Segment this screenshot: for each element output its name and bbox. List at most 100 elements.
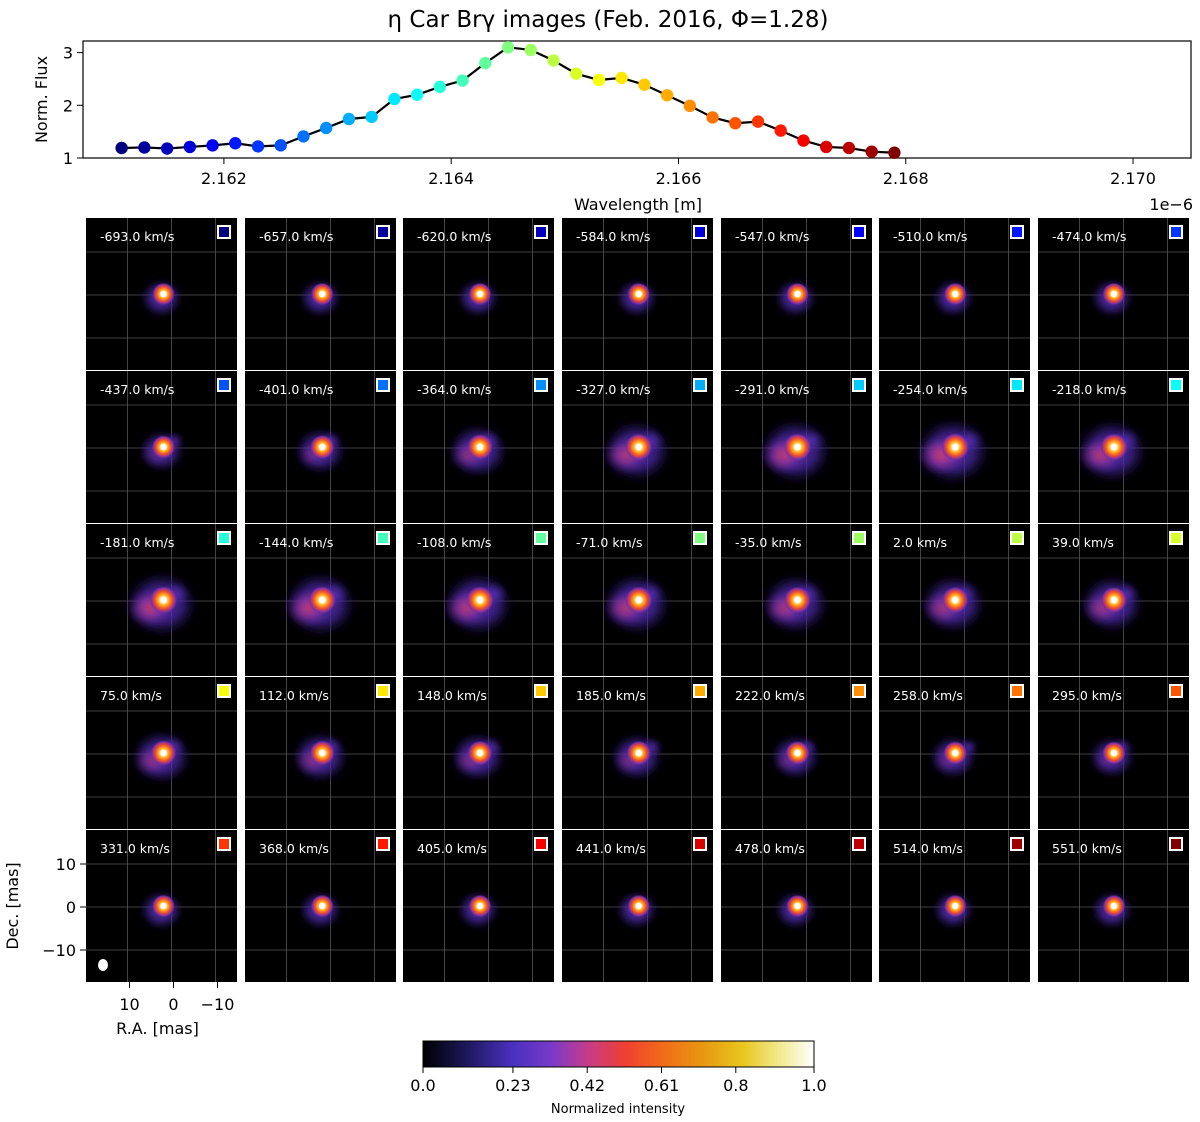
source-peak [1110,596,1118,604]
colorbar-label: Normalized intensity [551,1102,686,1117]
flux-point [274,139,287,152]
x-tick-label: 2.166 [656,169,702,188]
velocity-label: 2.0 km/s [893,535,947,550]
velocity-label: -71.0 km/s [576,535,642,550]
color-key-square [1010,225,1024,239]
y-tick-label: 2 [63,96,73,115]
flux-point [638,78,651,91]
color-key-square [1010,684,1024,698]
colorbar-tick-label: 0.23 [495,1076,531,1095]
source-peak [635,290,642,298]
velocity-label: 405.0 km/s [417,841,487,856]
x-tick-label: 2.168 [883,169,929,188]
source-peak [952,749,959,757]
flux-point [615,71,628,85]
image-grid: -693.0 km/s -657.0 km/s -620.0 km/s -584.0 … [86,218,1189,982]
source-peak [319,749,326,757]
flux-point [706,111,719,124]
flux-point [865,145,878,158]
velocity-label: -35.0 km/s [735,535,801,550]
flux-point [501,41,515,54]
color-key-square [217,837,231,851]
flux-line [121,46,895,154]
color-key-square [534,531,548,545]
image-panel: 185.0 km/s [562,677,713,829]
color-key-square [376,378,390,392]
flux-point [160,142,174,155]
velocity-label: -510.0 km/s [893,229,967,244]
velocity-label: 148.0 km/s [417,688,487,703]
colorbar-tick-label: 0.42 [569,1076,605,1095]
image-panel: -510.0 km/s [879,218,1030,370]
image-panel: -657.0 km/s [245,218,396,370]
image-panel: -108.0 km/s [403,524,554,676]
flux-point [524,43,537,57]
flux-point [115,141,128,155]
color-key-square [693,225,707,239]
image-axes: 10 0 −10 10 0 −10 Dec. [mas] R.A. [mas] [3,855,234,1038]
flux-point [183,140,197,154]
color-key-square [376,837,390,851]
image-panel: -474.0 km/s [1038,218,1189,370]
x-axis-label: R.A. [mas] [116,1019,199,1038]
flux-point [729,117,742,130]
flux-point [319,121,333,135]
velocity-label: 185.0 km/s [576,688,646,703]
image-panel: -620.0 km/s [403,218,554,370]
color-key-square [217,531,231,545]
color-key-square [693,378,707,392]
y-tick-label: 10 [56,855,76,874]
beam-ellipse [98,959,108,971]
flux-points [115,41,901,159]
flux-point [820,140,833,154]
image-panel: 514.0 km/s [879,830,1030,982]
image-panel: -401.0 km/s [245,371,396,523]
velocity-label: 222.0 km/s [735,688,805,703]
velocity-label: -620.0 km/s [417,229,491,244]
source-peak [1110,290,1118,298]
image-panel: -254.0 km/s [879,371,1030,523]
velocity-label: 112.0 km/s [259,688,329,703]
color-key-square [376,684,390,698]
color-key-square [693,684,707,698]
velocity-label: -108.0 km/s [417,535,491,550]
flux-point [297,130,310,143]
velocity-label: -181.0 km/s [100,535,174,550]
color-key-square [1010,531,1024,545]
x-axis-offset-label: 1e−6 [1149,195,1193,214]
source-peak [160,596,167,604]
source-peak [635,902,642,910]
velocity-label: 39.0 km/s [1052,535,1114,550]
velocity-label: -693.0 km/s [100,229,174,244]
velocity-label: -584.0 km/s [576,229,650,244]
flux-point [433,80,447,94]
y-tick-label: −10 [42,941,76,960]
color-key-square [534,684,548,698]
image-panel: 368.0 km/s [245,830,396,982]
colorbar-gradient [422,1040,815,1068]
color-key-square [1169,225,1183,239]
source-peak [476,902,484,910]
color-key-square [534,837,548,851]
color-key-square [1010,378,1024,392]
source-peak [952,290,959,298]
velocity-label: 514.0 km/s [893,841,963,856]
source-peak [160,902,167,910]
flux-point [365,110,378,124]
figure-title: η Car Brγ images (Feb. 2016, Φ=1.28) [388,7,829,33]
velocity-label: 478.0 km/s [735,841,805,856]
image-panel: -71.0 km/s [562,524,713,676]
color-key-square [376,225,390,239]
source-peak [794,443,801,451]
color-key-square [852,531,866,545]
flux-point [410,88,424,101]
velocity-label: 441.0 km/s [576,841,646,856]
x-tick-label: 2.170 [1110,169,1156,188]
flux-point [456,74,469,87]
velocity-label: -437.0 km/s [100,382,174,397]
source-peak [476,596,484,604]
velocity-label: 331.0 km/s [100,841,170,856]
x-axis-label: Wavelength [m] [574,195,702,214]
flux-point [388,92,401,106]
